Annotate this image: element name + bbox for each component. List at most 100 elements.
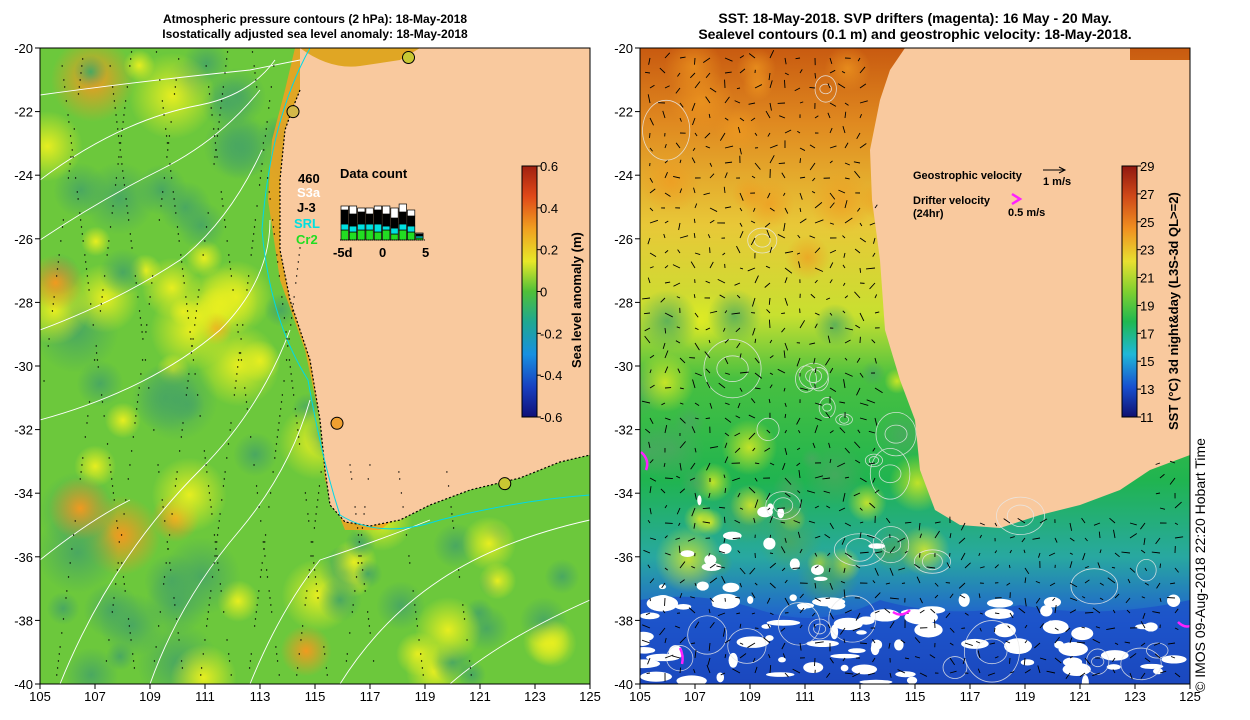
altimeter-dot — [151, 282, 153, 284]
velocity-vector — [723, 327, 726, 332]
velocity-vector — [748, 414, 756, 419]
sea-level-contour — [845, 538, 875, 562]
altimeter-dot — [276, 436, 279, 438]
altimeter-dot — [116, 520, 118, 522]
cloud-patch — [894, 639, 904, 651]
velocity-vector — [914, 563, 921, 569]
altimeter-dot — [113, 597, 115, 599]
altimeter-dot — [264, 555, 266, 557]
altimeter-dot — [251, 51, 254, 53]
velocity-vector — [693, 669, 696, 674]
velocity-vector — [679, 117, 682, 122]
data-count-bar-segment — [357, 229, 366, 241]
altimeter-dot — [70, 142, 73, 144]
altimeter-dot — [237, 359, 240, 361]
altimeter-dot — [84, 261, 87, 263]
altimeter-dot — [153, 660, 156, 662]
altimeter-dot — [131, 247, 133, 249]
altimeter-dot — [207, 485, 210, 487]
altimeter-dot — [414, 611, 417, 613]
velocity-vector — [842, 492, 846, 502]
velocity-vector — [844, 162, 850, 166]
altimeter-dot — [415, 618, 418, 620]
velocity-vector — [1159, 563, 1161, 569]
cloud-patch — [778, 657, 786, 663]
altimeter-dot — [118, 541, 120, 543]
velocity-vector — [704, 132, 711, 139]
velocity-vector — [737, 126, 741, 134]
altimeter-dot — [162, 506, 164, 508]
velocity-vector — [814, 475, 824, 479]
velocity-vector — [814, 72, 817, 79]
velocity-vector — [978, 552, 981, 556]
data-count-total: 460 — [298, 171, 320, 186]
velocity-vector — [799, 607, 805, 614]
colorbar-tick-label: 17 — [1140, 326, 1154, 341]
velocity-vector — [1069, 582, 1078, 588]
velocity-vector — [676, 326, 681, 329]
velocity-vector — [753, 517, 756, 524]
cloud-patch — [859, 679, 893, 684]
sst-eddy-patch — [707, 288, 762, 344]
data-count-inset: Data count 460 S3a J-3 SRL Cr2 -5d 0 5 — [294, 166, 429, 260]
velocity-vector — [827, 552, 831, 556]
altimeter-dot — [266, 177, 269, 179]
altimeter-dot — [316, 590, 318, 592]
x-tick-label: 105 — [629, 689, 651, 704]
velocity-vector — [829, 69, 836, 74]
altimeter-dot — [221, 499, 223, 501]
altimeter-dot — [129, 233, 132, 235]
velocity-vector — [766, 309, 771, 314]
altimeter-dot — [466, 639, 468, 641]
velocity-vector — [724, 357, 729, 365]
altimeter-dot — [178, 450, 181, 452]
velocity-vector — [660, 488, 666, 494]
velocity-vector — [829, 458, 832, 464]
velocity-vector — [1082, 596, 1086, 599]
velocity-vector — [679, 592, 683, 599]
velocity-vector — [739, 222, 743, 227]
altimeter-dot — [123, 583, 126, 585]
velocity-vector — [844, 609, 852, 614]
cloud-patch — [640, 631, 654, 642]
velocity-vector — [739, 55, 745, 59]
altimeter-dot — [294, 408, 297, 410]
velocity-vector — [707, 657, 711, 666]
altimeter-dot — [80, 72, 82, 74]
altimeter-dot — [200, 674, 202, 676]
velocity-vector — [964, 612, 969, 616]
velocity-vector — [706, 664, 711, 674]
cloud-patch — [1047, 620, 1054, 629]
data-count-bar-segment — [365, 229, 374, 241]
altimeter-dot — [137, 394, 140, 396]
velocity-vector — [649, 117, 654, 126]
altimeter-dot — [274, 450, 277, 452]
colorbar-tick-label: 0.2 — [540, 243, 558, 258]
velocity-vector — [705, 96, 711, 104]
altimeter-dot — [81, 464, 83, 466]
velocity-vector — [977, 668, 981, 674]
altimeter-dot — [266, 121, 268, 123]
cloud-patch — [675, 603, 692, 610]
australia-landmass-right — [870, 48, 1190, 528]
cloud-patch — [1040, 605, 1053, 617]
velocity-vector — [702, 521, 711, 524]
altimeter-dot — [167, 142, 170, 144]
altimeter-dot — [57, 660, 60, 662]
altimeter-dot — [56, 667, 59, 669]
altimeter-dot — [175, 618, 178, 620]
altimeter-dot — [155, 646, 157, 648]
x-tick-label: 121 — [1069, 689, 1091, 704]
velocity-vector — [885, 582, 891, 585]
velocity-vector — [958, 537, 966, 544]
velocity-vector — [828, 442, 831, 449]
altimeter-dot — [405, 534, 408, 536]
velocity-vector — [752, 327, 756, 336]
cloud-patch — [813, 576, 828, 581]
altimeter-dot — [278, 275, 281, 277]
altimeter-dot — [188, 373, 190, 375]
altimeter-dot — [446, 471, 448, 473]
velocity-vector — [784, 429, 787, 434]
sea-level-contour — [880, 536, 902, 554]
velocity-vector — [737, 402, 741, 409]
